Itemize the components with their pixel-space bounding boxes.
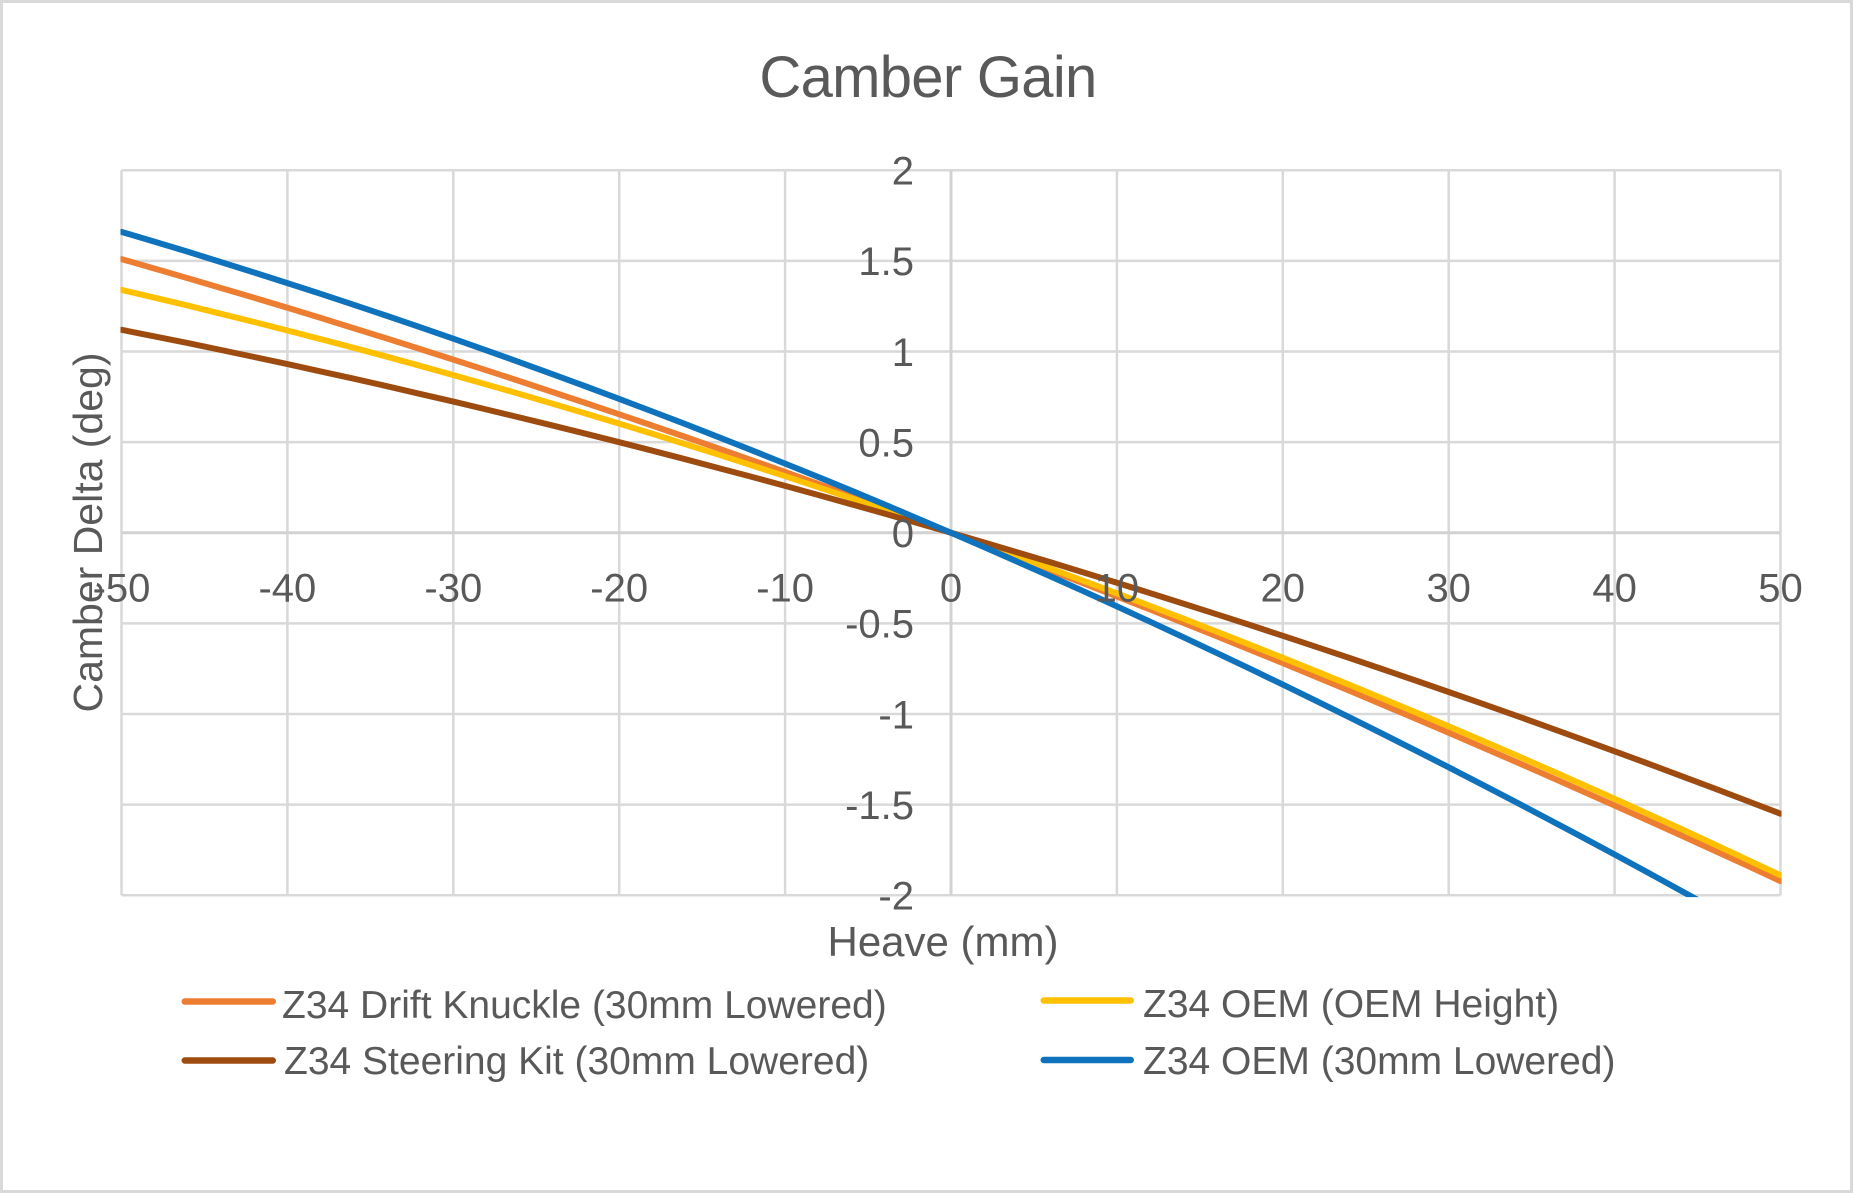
svg-text:2: 2 [892,150,914,194]
svg-text:-1: -1 [878,693,914,737]
svg-text:40: 40 [1592,567,1637,611]
svg-text:1.5: 1.5 [858,240,914,284]
svg-text:-1.5: -1.5 [845,784,914,828]
svg-text:0: 0 [892,512,914,556]
svg-text:1: 1 [892,331,914,375]
svg-text:Camber Gain: Camber Gain [759,45,1096,110]
svg-text:Z34 OEM (30mm Lowered): Z34 OEM (30mm Lowered) [1143,1040,1615,1083]
svg-text:Camber Delta (deg): Camber Delta (deg) [65,352,111,712]
svg-text:50: 50 [1758,567,1803,611]
svg-text:-40: -40 [258,567,316,611]
svg-text:10: 10 [1095,567,1140,611]
svg-text:20: 20 [1261,567,1306,611]
svg-text:Heave (mm): Heave (mm) [827,918,1058,965]
svg-text:0: 0 [940,567,962,611]
svg-text:Z34 Steering Kit (30mm Lowered: Z34 Steering Kit (30mm Lowered) [284,1040,869,1083]
svg-text:-0.5: -0.5 [845,603,914,647]
svg-text:Z34 OEM (OEM Height): Z34 OEM (OEM Height) [1143,983,1559,1026]
svg-text:30: 30 [1426,567,1471,611]
svg-text:-20: -20 [590,567,648,611]
svg-text:-10: -10 [756,567,814,611]
svg-text:-30: -30 [424,567,482,611]
svg-text:-2: -2 [878,875,914,919]
svg-text:0.5: 0.5 [858,421,914,465]
svg-text:Z34 Drift Knuckle (30mm Lowere: Z34 Drift Knuckle (30mm Lowered) [282,984,887,1027]
svg-text:-50: -50 [93,567,151,611]
